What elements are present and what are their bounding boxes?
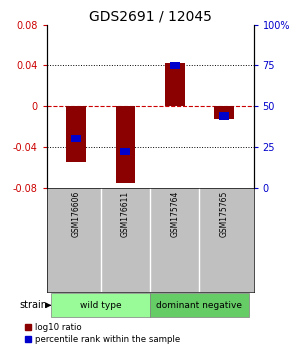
- Legend: log10 ratio, percentile rank within the sample: log10 ratio, percentile rank within the …: [25, 323, 180, 344]
- Text: dominant negative: dominant negative: [156, 301, 242, 310]
- Bar: [214, 106, 234, 119]
- Text: wild type: wild type: [80, 301, 122, 310]
- Text: strain: strain: [20, 300, 47, 310]
- Text: GSM176611: GSM176611: [121, 191, 130, 237]
- Text: GSM175764: GSM175764: [170, 191, 179, 237]
- Bar: [116, 106, 135, 183]
- Bar: [219, 113, 229, 120]
- Text: GSM176606: GSM176606: [72, 191, 81, 237]
- Bar: [66, 106, 86, 162]
- Bar: [170, 62, 180, 69]
- Bar: [120, 148, 130, 155]
- Bar: [150, 293, 249, 317]
- Bar: [51, 293, 150, 317]
- Bar: [71, 135, 81, 142]
- Bar: [165, 63, 184, 106]
- Title: GDS2691 / 12045: GDS2691 / 12045: [88, 10, 212, 24]
- Text: GSM175765: GSM175765: [219, 191, 228, 237]
